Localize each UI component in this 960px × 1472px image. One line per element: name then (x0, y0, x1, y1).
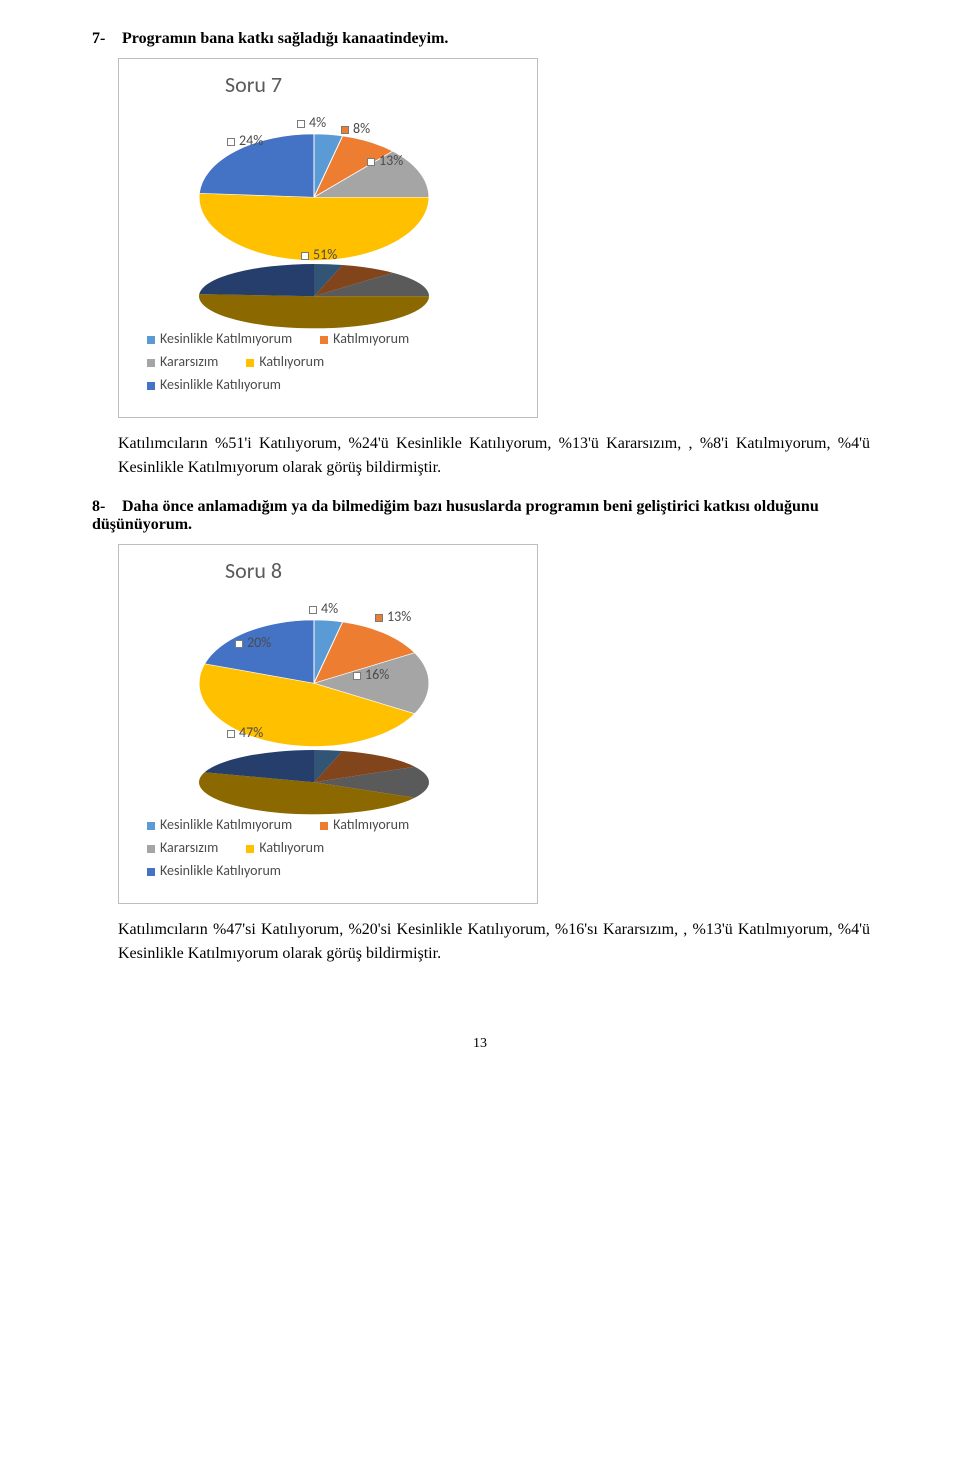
legend-item: Kesinlikle Katılmıyorum (147, 816, 292, 833)
question-8-number: 8- (92, 498, 118, 516)
pie-top (199, 620, 429, 703)
question-7-heading: 7- Programın bana katkı sağladığı kanaat… (90, 30, 870, 48)
pie-base (199, 750, 429, 761)
pct-label: 13% (375, 608, 411, 625)
legend-row: Kesinlikle Katılmıyorum Katılmıyorum (147, 816, 521, 833)
legend-item: Katılıyorum (246, 353, 324, 370)
legend-item: Kesinlikle Katılıyorum (147, 862, 281, 879)
legend-row: Kesinlikle Katılıyorum (147, 376, 521, 393)
chart-8-legend: Kesinlikle Katılmıyorum Katılmıyorum Karar… (147, 816, 521, 879)
pct-label: 24% (227, 132, 263, 149)
question-7-text: Programın bana katkı sağladığı kanaatind… (122, 30, 448, 47)
pct-label: 4% (297, 114, 326, 131)
pct-label: 8% (341, 120, 370, 137)
legend-row: Kesinlikle Katılmıyorum Katılmıyorum (147, 330, 521, 347)
legend-item: Kesinlikle Katılmıyorum (147, 330, 292, 347)
legend-item: Kesinlikle Katılıyorum (147, 376, 281, 393)
chart-7-box: Soru 7 4% 8% 13% 51% 24% Kesinlikle Katılmıy… (118, 58, 538, 418)
question-7-number: 7- (92, 30, 118, 48)
legend-row: Kararsızım Katılıyorum (147, 839, 521, 856)
legend-row: Kararsızım Katılıyorum (147, 353, 521, 370)
chart-8-title: Soru 8 (225, 557, 521, 584)
chart-8-box: Soru 8 4% 13% 16% 47% 20% Kesinlikle Katılmı… (118, 544, 538, 904)
legend-item: Katılmıyorum (320, 816, 409, 833)
legend-row: Kesinlikle Katılıyorum (147, 862, 521, 879)
pct-label: 47% (227, 724, 263, 741)
result-7-text: Katılımcıların %51'i Katılıyorum, %24'ü … (118, 432, 870, 480)
chart-7-legend: Kesinlikle Katılmıyorum Katılmıyorum Karar… (147, 330, 521, 393)
question-8-heading: 8- Daha önce anlamadığım ya da bilmediği… (90, 498, 870, 534)
pct-label: 20% (235, 634, 271, 651)
pct-label: 13% (367, 152, 403, 169)
legend-item: Kararsızım (147, 353, 218, 370)
chart-7-title: Soru 7 (225, 71, 521, 98)
chart-8-stage: 4% 13% 16% 47% 20% (135, 592, 515, 802)
chart-7-stage: 4% 8% 13% 51% 24% (135, 106, 515, 316)
pct-label: 4% (309, 600, 338, 617)
page-number: 13 (90, 1036, 870, 1052)
pct-label: 51% (301, 246, 337, 263)
legend-item: Katılmıyorum (320, 330, 409, 347)
question-8-text: Daha önce anlamadığım ya da bilmediğim b… (92, 498, 819, 533)
pie-base (199, 264, 429, 275)
legend-item: Katılıyorum (246, 839, 324, 856)
result-8-text: Katılımcıların %47'si Katılıyorum, %20's… (118, 918, 870, 966)
pct-label: 16% (353, 666, 389, 683)
legend-item: Kararsızım (147, 839, 218, 856)
